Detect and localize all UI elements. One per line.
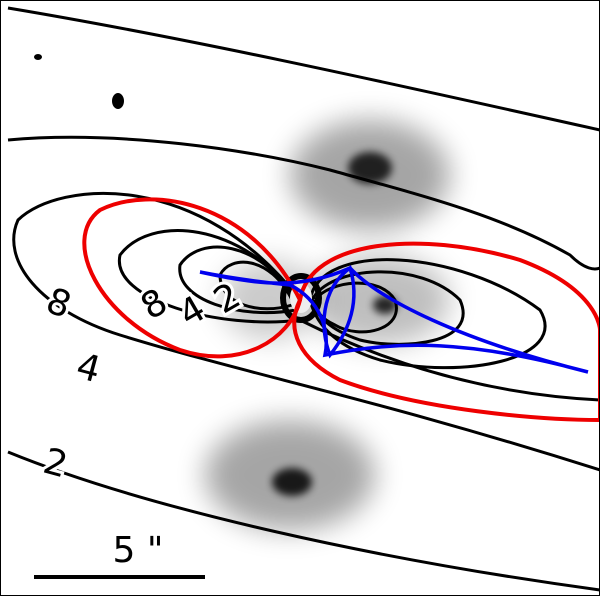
critical-curves	[82, 197, 600, 423]
caustics	[199, 265, 589, 374]
scale-bar-label: 5 "	[113, 530, 164, 571]
